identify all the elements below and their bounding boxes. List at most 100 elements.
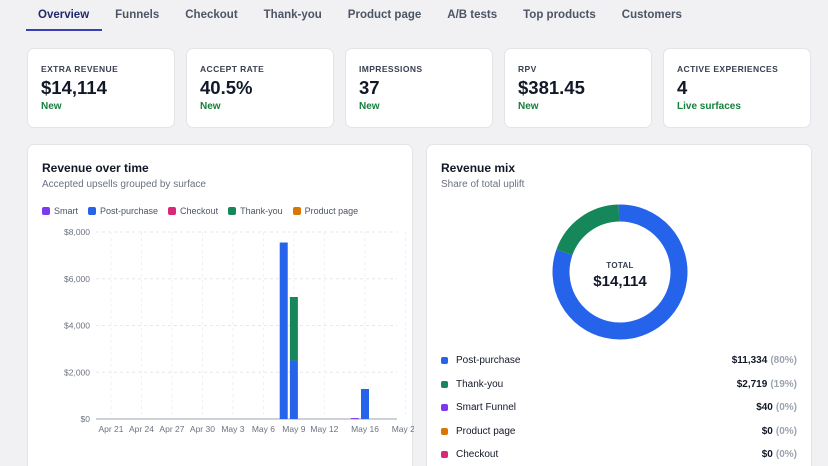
card-subtitle: Accepted upsells grouped by surface [42, 179, 206, 190]
bar-post-purchase-may-9[interactable] [289, 360, 298, 419]
tab-top-products[interactable]: Top products [523, 9, 596, 21]
mix-percent: (0%) [775, 425, 797, 437]
legend-swatch [168, 207, 177, 215]
stat-label: Impressions [359, 64, 423, 74]
stat-card-extra-revenue: Extra revenue $14,114 New [27, 48, 175, 128]
legend-item-checkout[interactable]: Checkout [168, 206, 218, 216]
mix-name: Checkout [456, 448, 499, 460]
mix-amount: $2,719 [736, 378, 768, 390]
legend-swatch [42, 207, 50, 215]
legend-item-thank-you[interactable]: Thank-you [228, 206, 283, 216]
legend-item-smart[interactable]: Smart [42, 206, 78, 216]
legend-label: Smart [54, 206, 79, 216]
stat-label: Extra revenue [41, 64, 119, 74]
mix-percent: (80%) [770, 354, 797, 366]
x-tick-label: May 9 [282, 424, 305, 434]
stat-label: RPV [518, 64, 537, 74]
tab-customers[interactable]: Customers [621, 9, 682, 21]
stat-value: 37 [359, 77, 380, 98]
mix-percent: (0%) [775, 401, 797, 413]
bar-post-purchase-may-8[interactable] [279, 242, 288, 419]
donut-center-label: TOTAL [606, 261, 633, 270]
mix-amount: $0 [761, 448, 773, 460]
mix-name: Thank-you [456, 378, 504, 390]
card-subtitle: Share of total uplift [441, 179, 525, 190]
donut-slice-post-purchase[interactable] [552, 204, 688, 340]
legend-item-post-purchase[interactable]: Post-purchase [88, 206, 158, 216]
stat-label: Accept rate [200, 64, 265, 74]
stat-card-impressions: Impressions 37 New [345, 48, 493, 128]
mix-row-smart-funnel: Smart Funnel $40 (0%) [441, 400, 797, 414]
x-tick-label: May 12 [310, 424, 338, 434]
tab-product-page[interactable]: Product page [347, 9, 422, 21]
revenue-donut-chart: TOTAL $14,114 [552, 204, 688, 340]
stat-sub: New [359, 101, 380, 112]
bar-smart-may-15[interactable] [350, 418, 359, 420]
mix-amount: $40 [756, 401, 773, 413]
stat-card-active-experiences: Active experiences 4 Live surfaces [663, 48, 811, 128]
stat-value: $381.45 [518, 77, 585, 98]
chart-legend: Smart Post-purchase Checkout Thank-you P… [42, 206, 358, 216]
legend-label: Post-purchase [100, 206, 159, 216]
tab-funnels[interactable]: Funnels [115, 9, 160, 21]
stat-sub: New [41, 101, 62, 112]
x-tick-label: Apr 24 [129, 424, 154, 434]
mix-swatch [441, 450, 448, 458]
mix-row-checkout: Checkout $0 (0%) [441, 447, 797, 461]
legend-label: Thank-you [240, 206, 283, 216]
x-tick-label: May 20 [392, 424, 414, 434]
bar-post-purchase-may-16[interactable] [361, 388, 369, 419]
x-tick-label: Apr 30 [190, 424, 215, 434]
mix-percent: (19%) [770, 378, 797, 390]
mix-amount: $0 [761, 425, 773, 437]
stat-sub: New [200, 101, 221, 112]
y-tick-label: $0 [81, 414, 91, 424]
mix-name: Product page [456, 425, 516, 437]
card-title: Revenue over time [42, 161, 149, 175]
stat-value: $14,114 [41, 77, 107, 98]
mix-row-thank-you: Thank-you $2,719 (19%) [441, 377, 797, 391]
stat-value: 40.5% [200, 77, 253, 98]
card-title: Revenue mix [441, 161, 516, 175]
tab-ab-tests[interactable]: A/B tests [447, 9, 498, 21]
stat-label: Active experiences [677, 64, 779, 74]
tab-thank-you[interactable]: Thank-you [263, 9, 322, 21]
legend-swatch [88, 207, 97, 215]
stat-card-accept-rate: Accept rate 40.5% New [186, 48, 334, 128]
x-tick-label: May 6 [252, 424, 275, 434]
y-tick-label: $2,000 [64, 367, 90, 377]
mix-name: Post-purchase [456, 354, 521, 366]
x-tick-label: Apr 21 [98, 424, 123, 434]
revenue-mix-card: Revenue mix Share of total uplift TOTAL … [426, 144, 812, 466]
mix-row-post-purchase: Post-purchase $11,334 (80%) [441, 353, 797, 367]
tab-overview[interactable]: Overview [26, 0, 103, 31]
mix-swatch [441, 427, 448, 435]
bar-thank-you-may-9[interactable] [289, 297, 298, 361]
mix-row-product-page: Product page $0 (0%) [441, 424, 797, 438]
legend-swatch [292, 207, 301, 215]
revenue-bar-chart: $8,000 $6,000 $4,000 $2,000 $0 Apr 21 Apr 24 Ap… [64, 227, 414, 434]
mix-amount: $11,334 [731, 354, 768, 366]
stat-card-rpv: RPV $381.45 New [504, 48, 652, 128]
revenue-over-time-card: Revenue over time Accepted upsells group… [27, 144, 414, 466]
mix-swatch [441, 380, 448, 388]
y-tick-label: $4,000 [64, 321, 90, 331]
mix-swatch [441, 403, 448, 411]
y-tick-label: $8,000 [64, 227, 90, 237]
x-tick-label: May 16 [351, 424, 379, 434]
legend-swatch [228, 207, 237, 215]
mix-swatch [441, 356, 448, 364]
stat-value: 4 [677, 77, 688, 98]
legend-label: Product page [304, 206, 359, 216]
x-tick-label: Apr 27 [159, 424, 184, 434]
tab-bar: Overview Funnels Checkout Thank-you Prod… [26, 0, 695, 31]
mix-percent: (0%) [775, 448, 797, 460]
mix-name: Smart Funnel [456, 401, 517, 413]
legend-item-product-page[interactable]: Product page [292, 206, 359, 216]
stat-sub: Live surfaces [677, 101, 741, 112]
y-tick-label: $6,000 [64, 274, 90, 284]
legend-label: Checkout [180, 206, 219, 216]
donut-center-value: $14,114 [593, 273, 647, 290]
donut-slice-thank-you[interactable] [556, 204, 620, 256]
tab-checkout[interactable]: Checkout [185, 9, 238, 21]
